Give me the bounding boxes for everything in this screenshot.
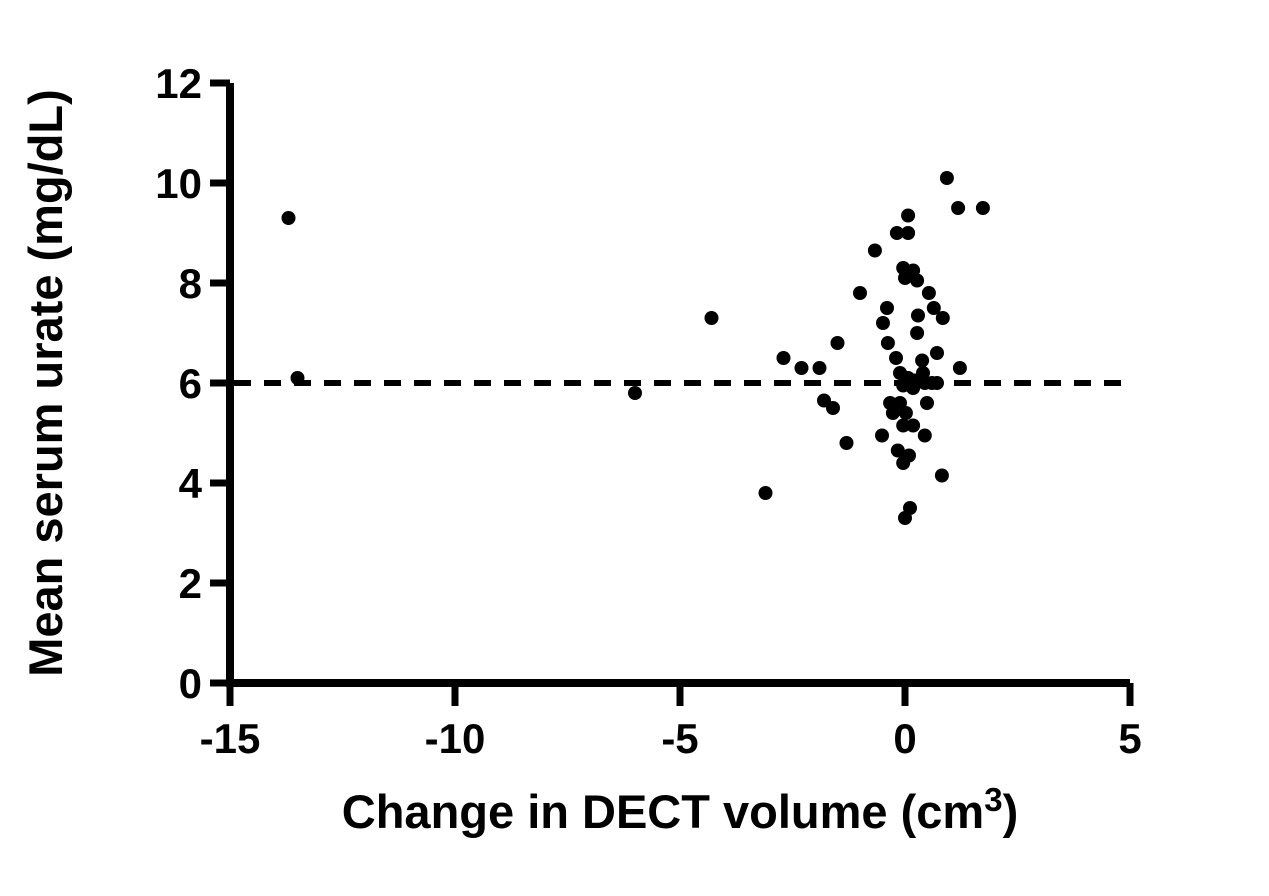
x-tick-label: 0 <box>893 715 916 762</box>
data-point <box>281 211 296 225</box>
data-point <box>930 376 944 390</box>
data-point <box>896 456 911 470</box>
data-point <box>898 406 913 420</box>
data-point <box>935 311 950 325</box>
data-point <box>951 201 966 215</box>
data-points <box>281 171 990 525</box>
data-point <box>934 468 949 483</box>
data-point <box>911 308 925 323</box>
data-point <box>290 371 305 385</box>
data-point <box>885 406 900 420</box>
x-axis-title: Change in DECT volume (cm3) <box>342 781 1018 838</box>
data-point <box>915 353 930 368</box>
data-point <box>826 401 840 415</box>
data-point <box>776 351 791 365</box>
data-point <box>906 418 921 433</box>
x-axis-title-superscript: 3 <box>984 781 1002 818</box>
data-point <box>758 486 773 500</box>
data-point <box>704 311 719 325</box>
data-point <box>921 286 936 300</box>
data-point <box>830 336 845 350</box>
data-point <box>896 418 911 433</box>
data-point <box>901 208 916 223</box>
y-tick-label: 8 <box>179 260 202 307</box>
data-point <box>880 336 895 350</box>
data-point <box>930 346 944 360</box>
data-point <box>898 511 912 525</box>
y-axis-title: Mean serum urate (mg/dL) <box>19 89 72 677</box>
data-point <box>901 226 916 240</box>
data-point <box>898 271 912 285</box>
y-tick-label: 6 <box>179 360 202 407</box>
data-point <box>812 361 827 375</box>
x-tick-label: 5 <box>1118 715 1141 762</box>
data-point <box>952 361 967 375</box>
data-point <box>906 381 921 395</box>
x-axis-title-end: ) <box>1003 785 1019 838</box>
data-point <box>794 361 809 375</box>
data-point <box>889 226 904 240</box>
y-tick-label: 10 <box>155 160 202 207</box>
data-point <box>975 201 990 215</box>
axis-tick-labels: 0 2 4 6 8 10 12 -15 -10 -5 0 5 <box>155 60 1141 762</box>
data-point <box>910 326 925 340</box>
y-tick-label: 4 <box>179 460 203 507</box>
data-point <box>889 351 903 365</box>
data-point <box>867 243 882 258</box>
y-tick-label: 12 <box>155 60 202 107</box>
data-point <box>890 443 905 458</box>
x-axis-title-main: Change in DECT volume (cm <box>342 785 984 838</box>
x-tick-label: -10 <box>425 715 486 762</box>
data-point <box>920 396 934 410</box>
y-tick-label: 2 <box>179 560 202 607</box>
data-point <box>839 436 854 450</box>
x-tick-label: -15 <box>200 715 261 762</box>
data-point <box>876 316 890 330</box>
y-tick-label: 0 <box>179 660 202 707</box>
axis-ticks <box>210 79 1134 706</box>
data-point <box>853 286 867 300</box>
data-point <box>875 428 889 443</box>
data-point <box>926 301 941 315</box>
data-point <box>939 171 954 185</box>
data-point <box>880 301 894 315</box>
data-point <box>910 273 925 288</box>
x-tick-label: -5 <box>661 715 698 762</box>
data-point <box>628 386 642 400</box>
data-point <box>917 428 932 443</box>
